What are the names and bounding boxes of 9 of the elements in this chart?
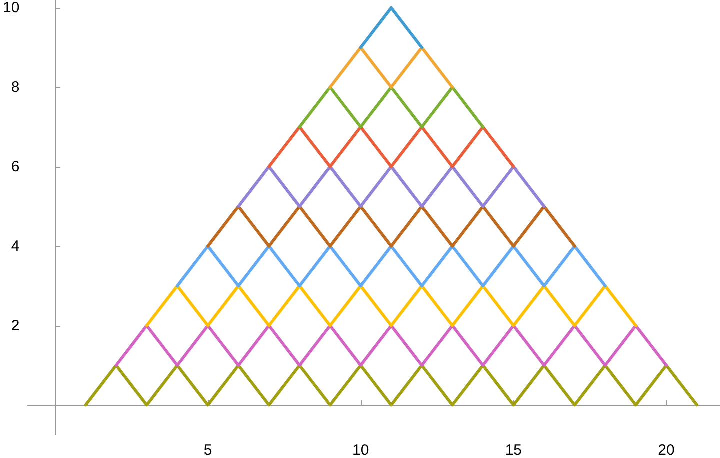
y-tick-label: 4 [11,238,20,255]
x-tick-label: 20 [658,442,675,458]
y-tick-label: 6 [11,158,20,176]
x-tick-label: 10 [352,442,370,458]
y-tick-label: 8 [11,78,20,96]
y-tick-label: 2 [11,317,20,334]
x-tick-label: 5 [204,442,212,458]
y-tick-label: 10 [2,0,20,16]
x-tick-label: 15 [505,442,522,458]
